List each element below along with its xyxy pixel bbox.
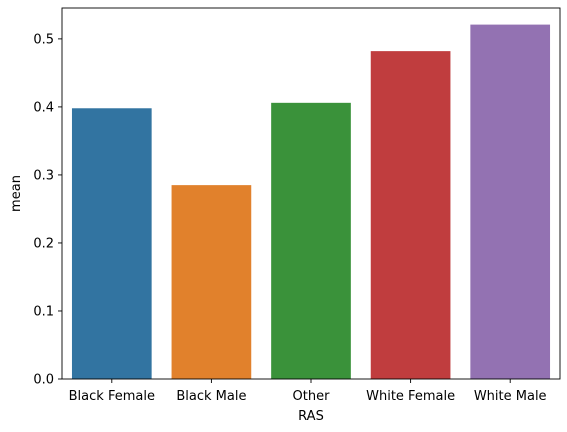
y-axis-ticks: 0.0 0.1 0.2 0.3 0.4 0.5 [33, 32, 62, 388]
x-tick-label: Black Female [69, 389, 155, 404]
plot-frame [61, 7, 561, 380]
bar-black-female [71, 108, 152, 380]
x-tick-label: Black Male [176, 389, 246, 404]
y-tick-label: 0.3 [33, 168, 54, 183]
bars-group [71, 24, 551, 380]
bar-black-male [171, 185, 252, 379]
x-tick-label: White Male [474, 389, 547, 404]
bar-other [271, 102, 351, 379]
y-tick-label: 0.4 [33, 100, 54, 115]
bar-white-female [370, 51, 451, 379]
x-tick-label: White Female [366, 389, 455, 404]
y-axis-label: mean [9, 175, 24, 212]
x-axis-ticks: Black Female Black Male Other White Female W… [69, 379, 547, 404]
y-tick-label: 0.5 [33, 32, 54, 47]
y-tick-label: 0.2 [33, 236, 54, 251]
x-tick-label: Other [293, 389, 331, 404]
y-tick-label: 0.1 [33, 304, 54, 319]
y-tick-label: 0.0 [33, 373, 54, 388]
x-axis-label: RAS [298, 409, 324, 424]
bar-white-male [470, 24, 551, 379]
